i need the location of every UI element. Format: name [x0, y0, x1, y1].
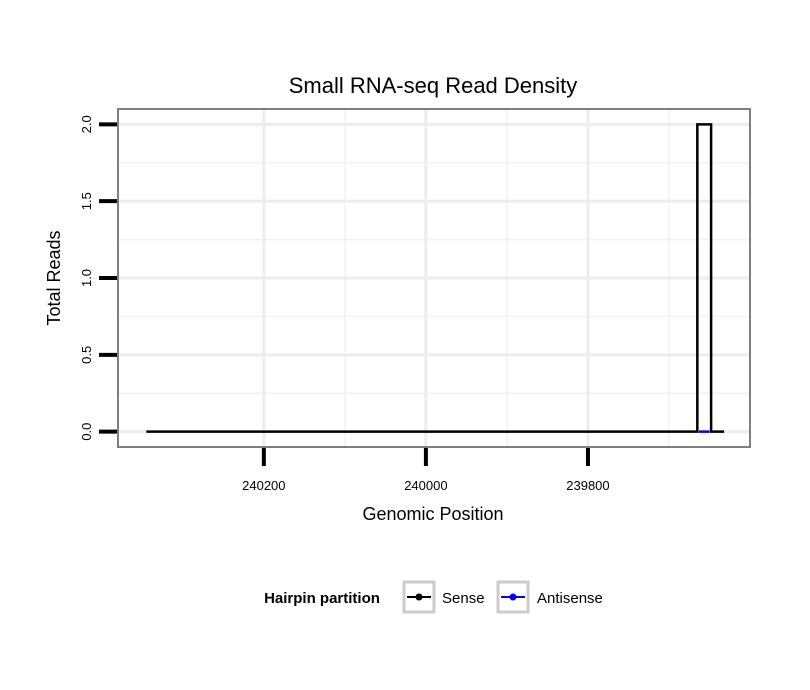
legend-item-sense: Sense — [402, 580, 485, 614]
legend-label-sense: Sense — [442, 590, 485, 607]
y-axis: 0.0 0.5 1.0 1.5 2.0 — [79, 115, 117, 441]
legend-point-sense — [415, 593, 423, 601]
legend-point-antisense — [509, 593, 517, 601]
chart-title: Small RNA-seq Read Density — [289, 73, 578, 98]
y-tick-label: 2.0 — [79, 115, 94, 133]
legend-title: Hairpin partition — [264, 590, 380, 607]
x-tick-label: 240200 — [242, 478, 285, 493]
legend-label-antisense: Antisense — [537, 590, 603, 607]
x-axis: 240200 240000 239800 — [242, 448, 610, 493]
legend-item-antisense: Antisense — [496, 580, 603, 614]
x-tick-label: 240000 — [404, 478, 447, 493]
panel-border — [117, 108, 751, 448]
x-axis-title: Genomic Position — [362, 504, 503, 524]
y-tick-label: 0.0 — [79, 423, 94, 441]
plot-panel — [117, 108, 751, 448]
series-group — [146, 123, 725, 433]
legend: Hairpin partition Sense Antisense — [264, 580, 603, 614]
x-tick-label: 239800 — [566, 478, 609, 493]
y-tick-label: 1.5 — [79, 192, 94, 210]
series-line-sense — [146, 123, 725, 433]
y-tick-label: 1.0 — [79, 269, 94, 287]
y-tick-label: 0.5 — [79, 346, 94, 364]
y-axis-title: Total Reads — [44, 230, 64, 325]
